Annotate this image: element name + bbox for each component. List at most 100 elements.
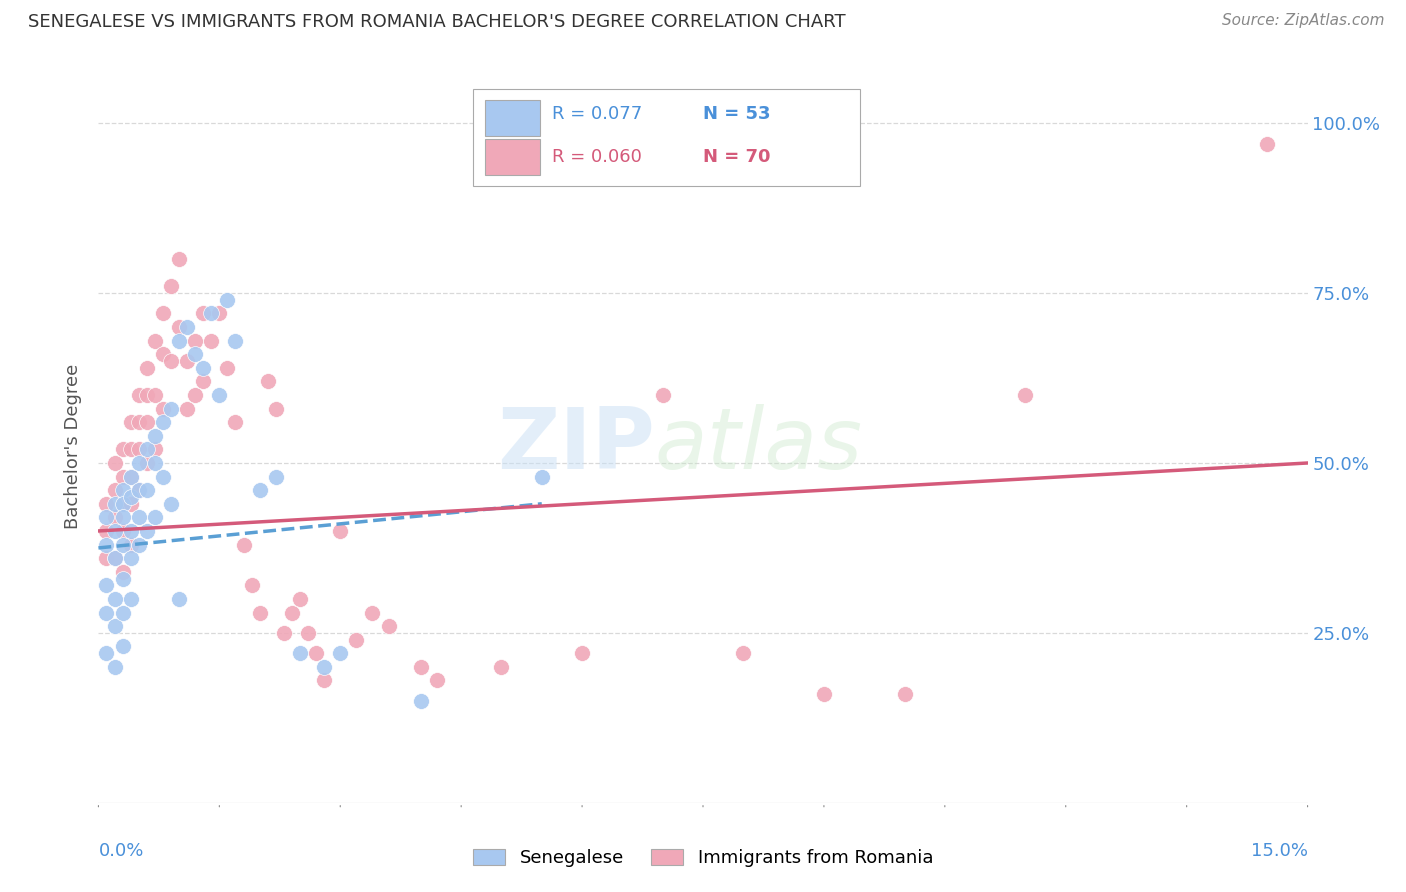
Point	[143, 510, 166, 524]
Point	[96, 524, 118, 538]
Point	[103, 510, 125, 524]
Point	[184, 388, 207, 402]
Point	[128, 510, 150, 524]
Point	[167, 252, 190, 266]
Point	[264, 401, 287, 416]
Point	[111, 510, 134, 524]
Point	[232, 537, 254, 551]
Point	[176, 401, 198, 416]
Point	[409, 694, 432, 708]
Point	[120, 469, 142, 483]
Point	[491, 660, 513, 674]
Point	[135, 456, 157, 470]
Point	[193, 360, 215, 375]
Text: 15.0%: 15.0%	[1250, 842, 1308, 860]
Point	[305, 646, 328, 660]
Text: N = 70: N = 70	[703, 148, 770, 166]
Text: N = 53: N = 53	[703, 105, 770, 123]
Point	[152, 347, 174, 361]
Point	[160, 354, 183, 368]
Point	[128, 442, 150, 457]
Point	[120, 591, 142, 606]
Point	[96, 606, 118, 620]
Point	[135, 524, 157, 538]
Point	[208, 388, 231, 402]
Point	[193, 375, 215, 389]
Point	[111, 606, 134, 620]
Point	[111, 572, 134, 586]
Point	[103, 456, 125, 470]
Point	[314, 660, 336, 674]
Point	[111, 537, 134, 551]
Point	[120, 415, 142, 429]
Point	[103, 551, 125, 566]
Text: ZIP: ZIP	[496, 404, 655, 488]
Point	[167, 320, 190, 334]
Point	[288, 591, 311, 606]
Point	[135, 415, 157, 429]
Point	[96, 497, 118, 511]
Point	[103, 660, 125, 674]
Point	[103, 497, 125, 511]
Point	[733, 646, 755, 660]
Point	[135, 388, 157, 402]
Point	[176, 320, 198, 334]
Point	[96, 646, 118, 660]
Point	[329, 646, 352, 660]
Point	[224, 415, 246, 429]
Point	[249, 483, 271, 498]
Text: Source: ZipAtlas.com: Source: ZipAtlas.com	[1222, 13, 1385, 29]
Point	[167, 591, 190, 606]
Text: atlas: atlas	[655, 404, 863, 488]
Point	[217, 360, 239, 375]
FancyBboxPatch shape	[485, 139, 540, 175]
Text: 0.0%: 0.0%	[98, 842, 143, 860]
Point	[314, 673, 336, 688]
Point	[200, 334, 222, 348]
Point	[281, 606, 304, 620]
Point	[264, 469, 287, 483]
Point	[103, 483, 125, 498]
Point	[184, 347, 207, 361]
Text: SENEGALESE VS IMMIGRANTS FROM ROMANIA BACHELOR'S DEGREE CORRELATION CHART: SENEGALESE VS IMMIGRANTS FROM ROMANIA BA…	[28, 13, 846, 31]
Point	[249, 606, 271, 620]
Point	[120, 469, 142, 483]
Point	[217, 293, 239, 307]
Point	[135, 442, 157, 457]
Point	[160, 279, 183, 293]
Point	[96, 537, 118, 551]
Point	[160, 497, 183, 511]
Point	[111, 565, 134, 579]
Point	[160, 401, 183, 416]
Point	[96, 578, 118, 592]
Legend: Senegalese, Immigrants from Romania: Senegalese, Immigrants from Romania	[465, 841, 941, 874]
Point	[111, 469, 134, 483]
Point	[193, 306, 215, 320]
Point	[176, 354, 198, 368]
Point	[111, 524, 134, 538]
Text: R = 0.060: R = 0.060	[551, 148, 641, 166]
Point	[571, 646, 593, 660]
Point	[409, 660, 432, 674]
Point	[184, 334, 207, 348]
Point	[273, 626, 295, 640]
Point	[111, 497, 134, 511]
Point	[143, 442, 166, 457]
Point	[128, 483, 150, 498]
Point	[224, 334, 246, 348]
Point	[152, 415, 174, 429]
Point	[96, 551, 118, 566]
Point	[813, 687, 835, 701]
Point	[128, 456, 150, 470]
Point	[344, 632, 367, 647]
Point	[361, 606, 384, 620]
FancyBboxPatch shape	[485, 100, 540, 136]
Point	[152, 469, 174, 483]
Point	[135, 360, 157, 375]
Point	[426, 673, 449, 688]
Point	[128, 537, 150, 551]
Point	[1256, 136, 1278, 151]
Point	[103, 619, 125, 633]
Point	[128, 483, 150, 498]
Point	[128, 415, 150, 429]
